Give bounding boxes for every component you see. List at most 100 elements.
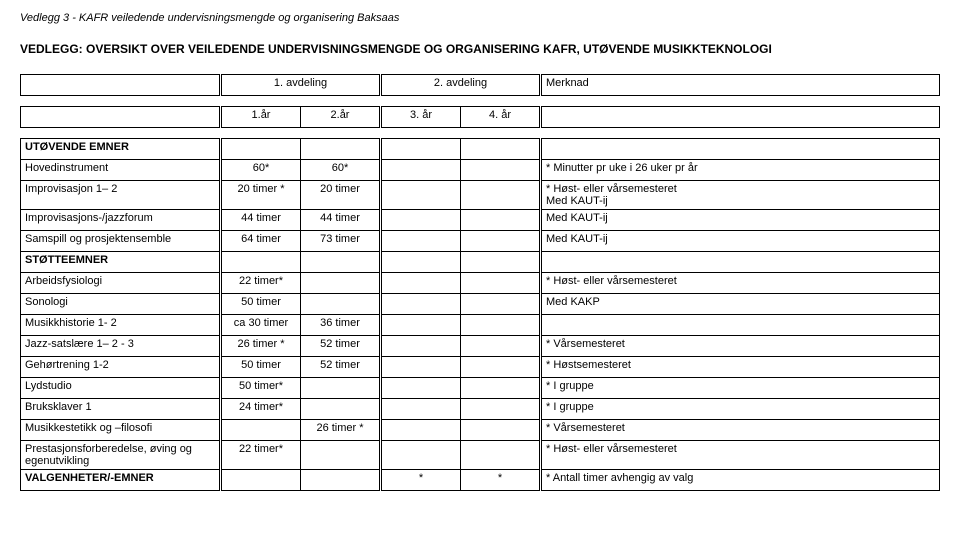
c xyxy=(381,252,461,273)
c2 xyxy=(301,399,381,420)
c4 xyxy=(461,357,541,378)
c1: ca 30 timer xyxy=(221,315,301,336)
c3 xyxy=(381,181,461,210)
c3 xyxy=(381,294,461,315)
c3 xyxy=(381,378,461,399)
c xyxy=(301,252,381,273)
row-label: Improvisasjon 1– 2 xyxy=(21,181,221,210)
c4 xyxy=(461,420,541,441)
main-table: 1. avdeling2. avdelingMerknad1.år2.år3. … xyxy=(20,74,940,491)
c1: 22 timer* xyxy=(221,273,301,294)
merknad: * Høstsemesteret xyxy=(541,357,940,378)
merknad: Med KAUT-ij xyxy=(541,210,940,231)
merknad: * Minutter pr uke i 26 uker pr år xyxy=(541,160,940,181)
c1: 64 timer xyxy=(221,231,301,252)
row-label: Improvisasjons-/jazzforum xyxy=(21,210,221,231)
c3 xyxy=(381,231,461,252)
c2: 36 timer xyxy=(301,315,381,336)
col-y3: 3. år xyxy=(381,107,461,128)
c4 xyxy=(461,160,541,181)
c2 xyxy=(301,441,381,470)
c xyxy=(221,252,301,273)
c4 xyxy=(461,441,541,470)
c1: 20 timer * xyxy=(221,181,301,210)
c1: 24 timer* xyxy=(221,399,301,420)
c xyxy=(461,252,541,273)
c xyxy=(301,139,381,160)
col-y4: 4. år xyxy=(461,107,541,128)
c1: 50 timer* xyxy=(221,378,301,399)
c3 xyxy=(381,441,461,470)
c3 xyxy=(381,210,461,231)
merknad: * I gruppe xyxy=(541,399,940,420)
row-label: Musikkhistorie 1- 2 xyxy=(21,315,221,336)
merknad: * Vårsemesteret xyxy=(541,336,940,357)
c2 xyxy=(301,470,381,491)
c3 xyxy=(381,399,461,420)
row-label: Bruksklaver 1 xyxy=(21,399,221,420)
c1: 50 timer xyxy=(221,294,301,315)
c2: 26 timer * xyxy=(301,420,381,441)
row-label: Gehørtrening 1-2 xyxy=(21,357,221,378)
merknad: Med KAUT-ij xyxy=(541,231,940,252)
merknad: * Antall timer avhengig av valg xyxy=(541,470,940,491)
empty-cell xyxy=(541,107,940,128)
c2: 44 timer xyxy=(301,210,381,231)
c1 xyxy=(221,420,301,441)
c4 xyxy=(461,273,541,294)
spacer xyxy=(21,96,940,107)
c3 xyxy=(381,160,461,181)
row-label: Prestasjonsforberedelse, øving og egenut… xyxy=(21,441,221,470)
c1: 44 timer xyxy=(221,210,301,231)
c2: 52 timer xyxy=(301,336,381,357)
merknad: * Vårsemesteret xyxy=(541,420,940,441)
merknad: * I gruppe xyxy=(541,378,940,399)
c3 xyxy=(381,315,461,336)
c4 xyxy=(461,336,541,357)
c4 xyxy=(461,294,541,315)
merknad: * Høst- eller vårsemesteret xyxy=(541,273,940,294)
col-avd2: 2. avdeling xyxy=(381,75,541,96)
c xyxy=(221,139,301,160)
c3 xyxy=(381,336,461,357)
c xyxy=(461,139,541,160)
c2: 60* xyxy=(301,160,381,181)
c3: * xyxy=(381,470,461,491)
section-stotte: STØTTEEMNER xyxy=(21,252,221,273)
row-label: Arbeidsfysiologi xyxy=(21,273,221,294)
c4 xyxy=(461,399,541,420)
c1: 22 timer* xyxy=(221,441,301,470)
c4 xyxy=(461,210,541,231)
page-title: VEDLEGG: OVERSIKT OVER VEILEDENDE UNDERV… xyxy=(20,42,940,56)
spacer xyxy=(21,128,940,139)
c2: 73 timer xyxy=(301,231,381,252)
section-utovende: UTØVENDE EMNER xyxy=(21,139,221,160)
c1 xyxy=(221,470,301,491)
c2: 52 timer xyxy=(301,357,381,378)
c1: 26 timer * xyxy=(221,336,301,357)
c2: 20 timer xyxy=(301,181,381,210)
row-label: Lydstudio xyxy=(21,378,221,399)
c4: * xyxy=(461,470,541,491)
empty-cell xyxy=(21,75,221,96)
empty-cell xyxy=(21,107,221,128)
merknad: Med KAKP xyxy=(541,294,940,315)
c xyxy=(541,139,940,160)
c4 xyxy=(461,231,541,252)
c2 xyxy=(301,294,381,315)
c3 xyxy=(381,357,461,378)
c4 xyxy=(461,181,541,210)
row-label: Samspill og prosjektensemble xyxy=(21,231,221,252)
c2 xyxy=(301,378,381,399)
page-header: Vedlegg 3 - KAFR veiledende undervisning… xyxy=(20,12,940,24)
col-y1: 1.år xyxy=(221,107,301,128)
merknad xyxy=(541,315,940,336)
c1: 50 timer xyxy=(221,357,301,378)
c4 xyxy=(461,315,541,336)
row-label: Hovedinstrument xyxy=(21,160,221,181)
c4 xyxy=(461,378,541,399)
c2 xyxy=(301,273,381,294)
row-label: Jazz-satslære 1– 2 - 3 xyxy=(21,336,221,357)
row-label: Musikkestetikk og –filosofi xyxy=(21,420,221,441)
c3 xyxy=(381,420,461,441)
